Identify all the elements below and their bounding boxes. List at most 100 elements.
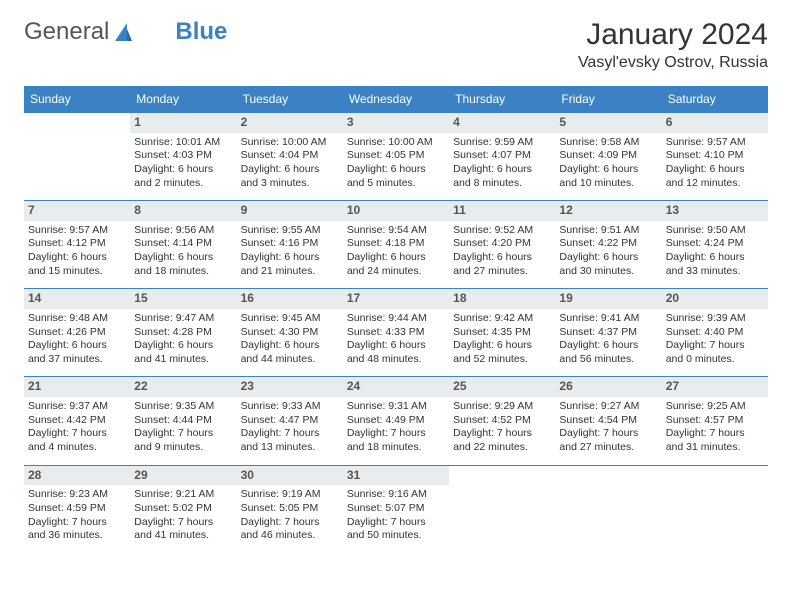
day-number: 2 — [237, 113, 343, 133]
daylight-line: Daylight: 7 hours and 4 minutes. — [28, 427, 126, 454]
daylight-line: Daylight: 6 hours and 52 minutes. — [453, 339, 551, 366]
sunset-line: Sunset: 4:47 PM — [241, 414, 339, 428]
day-info: Sunrise: 10:01 AMSunset: 4:03 PMDaylight… — [134, 136, 232, 191]
calendar-cell — [24, 112, 130, 200]
day-header: Sunday — [24, 86, 130, 112]
title-block: January 2024 Vasyl'evsky Ostrov, Russia — [578, 18, 768, 72]
calendar-cell: 19Sunrise: 9:41 AMSunset: 4:37 PMDayligh… — [555, 288, 661, 376]
daylight-line: Daylight: 6 hours and 33 minutes. — [666, 251, 764, 278]
sunrise-line: Sunrise: 9:54 AM — [347, 224, 445, 238]
day-info: Sunrise: 9:21 AMSunset: 5:02 PMDaylight:… — [134, 488, 232, 543]
daylight-line: Daylight: 7 hours and 46 minutes. — [241, 516, 339, 543]
calendar-cell: 10Sunrise: 9:54 AMSunset: 4:18 PMDayligh… — [343, 200, 449, 288]
day-header: Wednesday — [343, 86, 449, 112]
sunrise-line: Sunrise: 9:37 AM — [28, 400, 126, 414]
calendar-cell — [555, 465, 661, 553]
sunset-line: Sunset: 4:14 PM — [134, 237, 232, 251]
day-info: Sunrise: 9:55 AMSunset: 4:16 PMDaylight:… — [241, 224, 339, 279]
calendar-cell: 20Sunrise: 9:39 AMSunset: 4:40 PMDayligh… — [662, 288, 768, 376]
daylight-line: Daylight: 6 hours and 15 minutes. — [28, 251, 126, 278]
day-info: Sunrise: 9:37 AMSunset: 4:42 PMDaylight:… — [28, 400, 126, 455]
daylight-line: Daylight: 6 hours and 48 minutes. — [347, 339, 445, 366]
sunrise-line: Sunrise: 9:16 AM — [347, 488, 445, 502]
sunset-line: Sunset: 4:49 PM — [347, 414, 445, 428]
day-number: 4 — [449, 113, 555, 133]
day-number: 8 — [130, 201, 236, 221]
day-info: Sunrise: 9:45 AMSunset: 4:30 PMDaylight:… — [241, 312, 339, 367]
calendar-cell: 2Sunrise: 10:00 AMSunset: 4:04 PMDayligh… — [237, 112, 343, 200]
day-info: Sunrise: 9:57 AMSunset: 4:12 PMDaylight:… — [28, 224, 126, 279]
daylight-line: Daylight: 6 hours and 27 minutes. — [453, 251, 551, 278]
day-info: Sunrise: 9:31 AMSunset: 4:49 PMDaylight:… — [347, 400, 445, 455]
logo: General Blue — [24, 18, 227, 46]
sunrise-line: Sunrise: 10:00 AM — [347, 136, 445, 150]
calendar-cell: 8 Sunrise: 9:56 AMSunset: 4:14 PMDaylight… — [130, 200, 236, 288]
day-info: Sunrise: 9:25 AMSunset: 4:57 PMDaylight:… — [666, 400, 764, 455]
calendar-cell: 5Sunrise: 9:58 AMSunset: 4:09 PMDaylight… — [555, 112, 661, 200]
sunrise-line: Sunrise: 9:44 AM — [347, 312, 445, 326]
day-number: 27 — [662, 377, 768, 397]
day-info: Sunrise: 9:56 AMSunset: 4:14 PMDaylight:… — [134, 224, 232, 279]
day-number: 28 — [24, 466, 130, 486]
sunset-line: Sunset: 4:09 PM — [559, 149, 657, 163]
daylight-line: Daylight: 7 hours and 9 minutes. — [134, 427, 232, 454]
day-number: 16 — [237, 289, 343, 309]
day-info: Sunrise: 9:59 AMSunset: 4:07 PMDaylight:… — [453, 136, 551, 191]
daylight-line: Daylight: 6 hours and 21 minutes. — [241, 251, 339, 278]
logo-text-1: General — [24, 18, 109, 46]
sunset-line: Sunset: 5:07 PM — [347, 502, 445, 516]
day-info: Sunrise: 10:00 AMSunset: 4:05 PMDaylight… — [347, 136, 445, 191]
calendar-cell: 28Sunrise: 9:23 AMSunset: 4:59 PMDayligh… — [24, 465, 130, 553]
calendar-cell: 25Sunrise: 9:29 AMSunset: 4:52 PMDayligh… — [449, 376, 555, 464]
sunset-line: Sunset: 4:07 PM — [453, 149, 551, 163]
day-info: Sunrise: 9:16 AMSunset: 5:07 PMDaylight:… — [347, 488, 445, 543]
sunrise-line: Sunrise: 9:21 AM — [134, 488, 232, 502]
day-number: 23 — [237, 377, 343, 397]
day-info: Sunrise: 9:39 AMSunset: 4:40 PMDaylight:… — [666, 312, 764, 367]
daylight-line: Daylight: 7 hours and 18 minutes. — [347, 427, 445, 454]
daylight-line: Daylight: 6 hours and 18 minutes. — [134, 251, 232, 278]
day-info: Sunrise: 9:27 AMSunset: 4:54 PMDaylight:… — [559, 400, 657, 455]
sunset-line: Sunset: 4:16 PM — [241, 237, 339, 251]
daylight-line: Daylight: 7 hours and 41 minutes. — [134, 516, 232, 543]
sunset-line: Sunset: 4:10 PM — [666, 149, 764, 163]
day-info: Sunrise: 9:41 AMSunset: 4:37 PMDaylight:… — [559, 312, 657, 367]
calendar-cell: 9 Sunrise: 9:55 AMSunset: 4:16 PMDaylight… — [237, 200, 343, 288]
calendar-cell: 26Sunrise: 9:27 AMSunset: 4:54 PMDayligh… — [555, 376, 661, 464]
sunrise-line: Sunrise: 9:39 AM — [666, 312, 764, 326]
sunrise-line: Sunrise: 9:50 AM — [666, 224, 764, 238]
day-info: Sunrise: 9:42 AMSunset: 4:35 PMDaylight:… — [453, 312, 551, 367]
daylight-line: Daylight: 7 hours and 13 minutes. — [241, 427, 339, 454]
calendar-cell: 31Sunrise: 9:16 AMSunset: 5:07 PMDayligh… — [343, 465, 449, 553]
day-info: Sunrise: 9:47 AMSunset: 4:28 PMDaylight:… — [134, 312, 232, 367]
daylight-line: Daylight: 6 hours and 24 minutes. — [347, 251, 445, 278]
daylight-line: Daylight: 6 hours and 56 minutes. — [559, 339, 657, 366]
sunset-line: Sunset: 4:37 PM — [559, 326, 657, 340]
sunset-line: Sunset: 4:18 PM — [347, 237, 445, 251]
sunset-line: Sunset: 4:42 PM — [28, 414, 126, 428]
calendar-cell: 4 Sunrise: 9:59 AMSunset: 4:07 PMDaylight… — [449, 112, 555, 200]
sunset-line: Sunset: 4:03 PM — [134, 149, 232, 163]
sunset-line: Sunset: 4:44 PM — [134, 414, 232, 428]
day-info: Sunrise: 9:58 AMSunset: 4:09 PMDaylight:… — [559, 136, 657, 191]
day-number: 9 — [237, 201, 343, 221]
calendar-cell: 1Sunrise: 10:01 AMSunset: 4:03 PMDayligh… — [130, 112, 236, 200]
sunset-line: Sunset: 4:54 PM — [559, 414, 657, 428]
calendar-cell: 15 Sunrise: 9:47 AMSunset: 4:28 PMDayligh… — [130, 288, 236, 376]
day-info: Sunrise: 9:35 AMSunset: 4:44 PMDaylight:… — [134, 400, 232, 455]
sunset-line: Sunset: 4:40 PM — [666, 326, 764, 340]
daylight-line: Daylight: 6 hours and 10 minutes. — [559, 163, 657, 190]
sunrise-line: Sunrise: 9:48 AM — [28, 312, 126, 326]
location-text: Vasyl'evsky Ostrov, Russia — [578, 54, 768, 72]
day-number: 30 — [237, 466, 343, 486]
sunset-line: Sunset: 4:04 PM — [241, 149, 339, 163]
sunset-line: Sunset: 4:30 PM — [241, 326, 339, 340]
sunset-line: Sunset: 5:05 PM — [241, 502, 339, 516]
day-number: 15 — [130, 289, 236, 309]
calendar-cell: 12Sunrise: 9:51 AMSunset: 4:22 PMDayligh… — [555, 200, 661, 288]
calendar-cell: 29Sunrise: 9:21 AMSunset: 5:02 PMDayligh… — [130, 465, 236, 553]
sunrise-line: Sunrise: 9:19 AM — [241, 488, 339, 502]
sunrise-line: Sunrise: 9:51 AM — [559, 224, 657, 238]
day-number: 24 — [343, 377, 449, 397]
daylight-line: Daylight: 6 hours and 3 minutes. — [241, 163, 339, 190]
